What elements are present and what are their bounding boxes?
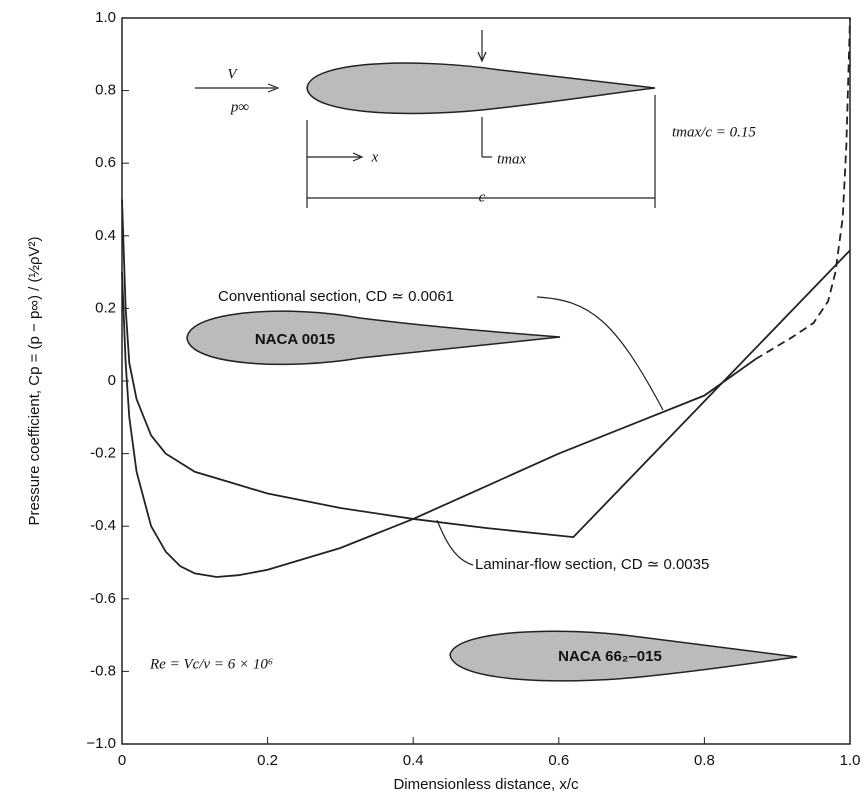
x-axis-label: Dimensionless distance, x/c — [393, 776, 579, 793]
y-tick-label: 0.8 — [95, 82, 116, 99]
x-tick-label: 1.0 — [840, 752, 861, 769]
annotation: Laminar-flow section, CD ≃ 0.0035 — [475, 556, 709, 573]
airfoil-diagram — [306, 62, 656, 115]
y-tick-label: −1.0 — [86, 735, 116, 752]
y-tick-label: -0.2 — [90, 445, 116, 462]
x-tick-label: 0.6 — [548, 752, 569, 769]
annotation: NACA 66₂–015 — [558, 648, 662, 665]
y-tick-label: 0.2 — [95, 299, 116, 316]
airfoil-naca0015 — [186, 310, 561, 366]
x-tick-label: 0 — [118, 752, 126, 769]
y-tick-label: -0.6 — [90, 590, 116, 607]
y-axis-label: Pressure coefficient, Cp = (p − p∞) / (½… — [26, 236, 43, 525]
y-tick-label: 0.6 — [95, 154, 116, 171]
annotation: NACA 0015 — [255, 331, 335, 348]
annotation: x — [371, 149, 379, 165]
y-tick-label: 0 — [108, 372, 116, 389]
annotation: tmax/c = 0.15 — [672, 124, 756, 140]
curve — [121, 272, 756, 578]
y-tick-label: -0.8 — [90, 662, 116, 679]
y-tick-label: 1.0 — [95, 9, 116, 26]
curve — [121, 199, 851, 539]
curve — [754, 17, 851, 360]
y-tick-label: -0.4 — [90, 517, 116, 534]
annotation: V — [227, 66, 238, 82]
diagram-lines — [195, 30, 664, 566]
y-tick-label: 0.4 — [95, 227, 116, 244]
annotation: Conventional section, CD ≃ 0.0061 — [218, 288, 454, 305]
annotation: c — [479, 189, 486, 205]
annotation: p∞ — [230, 99, 250, 115]
x-tick-label: 0.2 — [257, 752, 278, 769]
x-tick-label: 0.8 — [694, 752, 715, 769]
airfoil-naca66 — [449, 630, 798, 682]
annotation: Re = Vc/ν = 6 × 10⁶ — [149, 656, 273, 672]
x-tick-label: 0.4 — [403, 752, 424, 769]
annotation: tmax — [497, 151, 527, 167]
